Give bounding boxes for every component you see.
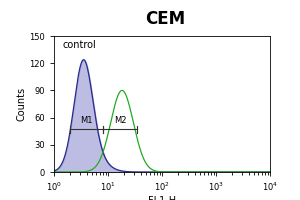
Text: M1: M1: [80, 116, 93, 125]
X-axis label: FL1-H: FL1-H: [148, 196, 176, 200]
Text: control: control: [63, 40, 96, 50]
Y-axis label: Counts: Counts: [16, 87, 26, 121]
Text: CEM: CEM: [145, 10, 185, 28]
Text: M2: M2: [114, 116, 126, 125]
